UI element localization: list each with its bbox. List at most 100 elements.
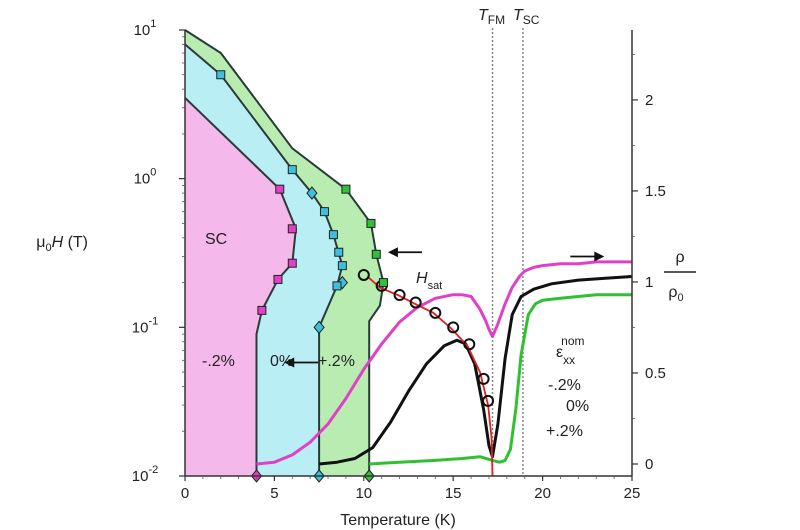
y-left-tick-exp-3: 1 bbox=[150, 18, 156, 30]
direction-arrows bbox=[284, 247, 605, 368]
y-right-label-den: ρ0 bbox=[668, 284, 683, 304]
marker-square-6 bbox=[216, 70, 226, 80]
y-right-label-den-sub: 0 bbox=[677, 292, 683, 304]
x-tick-label-3: 15 bbox=[445, 485, 462, 502]
region-label-sc: SC bbox=[205, 231, 227, 248]
arrow-head-1 bbox=[387, 247, 398, 258]
marker-square-1 bbox=[287, 224, 297, 234]
y-right-tick-label-1: 0.5 bbox=[645, 365, 666, 382]
y-left-axis-label: μ0H (T) bbox=[36, 234, 88, 254]
legend-title: εxx nom bbox=[556, 334, 584, 367]
resistivity-curve-1 bbox=[318, 275, 633, 466]
marker-square-9 bbox=[319, 207, 329, 217]
legend-item-0: 0% bbox=[566, 398, 589, 415]
resistivity-curves bbox=[256, 260, 633, 466]
y-left-label-var: H bbox=[52, 234, 64, 251]
marker-square-3 bbox=[273, 274, 283, 284]
marker-square-4 bbox=[257, 305, 267, 315]
marker-square-14 bbox=[332, 281, 342, 291]
hsat-line bbox=[366, 275, 494, 477]
y-right-tick-label-2: 1 bbox=[645, 274, 653, 291]
marker-square-17 bbox=[341, 184, 351, 194]
x-axis-label: Temperature (K) bbox=[340, 512, 456, 529]
hsat-point-7 bbox=[477, 372, 490, 385]
marker-square-0 bbox=[275, 184, 285, 194]
y-left-tick-base-3: 10 bbox=[134, 22, 151, 39]
hsat-point-5 bbox=[447, 321, 460, 334]
y-left-label-mu: μ bbox=[36, 234, 45, 251]
arrow-head-0 bbox=[284, 357, 295, 368]
y-left-tick-label-1: 10-1 bbox=[132, 315, 158, 336]
y-left-tick-label-0: 10-2 bbox=[132, 464, 158, 485]
region-sc-minus02 bbox=[185, 97, 296, 477]
x-tick-label-4: 20 bbox=[534, 485, 551, 502]
y-left-tick-base-1: 10 bbox=[132, 319, 149, 336]
hsat-label-sub: sat bbox=[428, 280, 443, 292]
marker-square-11 bbox=[334, 247, 344, 257]
x-tick-label-5: 25 bbox=[624, 485, 641, 502]
boundary-markers bbox=[216, 70, 388, 483]
region-label-0: 0% bbox=[270, 353, 293, 370]
tfm-label: TFM bbox=[478, 7, 505, 27]
marker-square-12 bbox=[337, 261, 347, 271]
marker-diamond-8 bbox=[306, 186, 318, 200]
tsc-label: TSC bbox=[513, 7, 540, 27]
y-left-tick-exp-1: -1 bbox=[148, 315, 158, 327]
resistivity-curve-2 bbox=[369, 293, 632, 466]
hsat-point-4 bbox=[429, 306, 442, 319]
hsat-point-8 bbox=[482, 394, 495, 407]
legend-item-minus02: -.2% bbox=[548, 377, 581, 394]
hsat-curve bbox=[357, 268, 495, 477]
y-right-label-num: ρ bbox=[675, 249, 684, 266]
y-left-label-sub: 0 bbox=[45, 242, 51, 254]
y-left-tick-exp-2: 0 bbox=[150, 167, 156, 179]
hsat-label-h: H bbox=[416, 270, 428, 287]
hsat-point-3 bbox=[409, 296, 422, 309]
hsat-point-6 bbox=[463, 338, 476, 351]
tfm-label-t: T bbox=[478, 7, 489, 24]
y-right-tick-label-3: 1.5 bbox=[645, 183, 666, 200]
tsc-label-sub: SC bbox=[523, 13, 540, 27]
y-left-tick-exp-0: -2 bbox=[148, 464, 158, 476]
legend-title-eps: ε bbox=[556, 344, 563, 361]
y-left-tick-base-0: 10 bbox=[132, 468, 149, 485]
marker-square-2 bbox=[287, 258, 297, 268]
labels: Temperature (K) μ0H (T) ρ ρ0 TFM TSC SC … bbox=[36, 7, 696, 529]
legend-title-sup: nom bbox=[561, 334, 584, 348]
marker-square-7 bbox=[287, 165, 297, 175]
legend-item-plus02: +.2% bbox=[546, 423, 583, 440]
phase-regions bbox=[185, 30, 384, 477]
y-right-label-den-rho: ρ bbox=[668, 284, 677, 301]
legend-title-sub: xx bbox=[563, 353, 575, 367]
marker-square-10 bbox=[328, 230, 338, 240]
y-left-tick-label-2: 100 bbox=[134, 167, 157, 188]
resistivity-curve-0 bbox=[256, 260, 632, 466]
y-right-axis-label: ρ ρ0 bbox=[664, 249, 696, 304]
phase-boundaries bbox=[184, 29, 385, 476]
y-left-tick-base-2: 10 bbox=[134, 171, 151, 188]
marker-square-18 bbox=[366, 218, 376, 228]
boundary-line-2 bbox=[184, 29, 385, 476]
marker-diamond-15 bbox=[313, 320, 325, 335]
x-tick-label-0: 0 bbox=[181, 485, 189, 502]
tfm-label-sub: FM bbox=[488, 13, 505, 27]
marker-square-20 bbox=[378, 278, 388, 288]
y-right-tick-label-4: 2 bbox=[645, 92, 653, 109]
tsc-label-t: T bbox=[513, 7, 524, 24]
region-label-minus02: -.2% bbox=[202, 353, 235, 370]
hsat-point-0 bbox=[357, 268, 370, 281]
y-left-label-unit: (T) bbox=[63, 234, 88, 251]
y-right-tick-label-0: 0 bbox=[645, 456, 653, 473]
x-tick-label-2: 10 bbox=[355, 485, 372, 502]
marker-square-19 bbox=[371, 249, 381, 259]
hsat-point-2 bbox=[393, 289, 406, 302]
region-label-plus02: +.2% bbox=[318, 353, 355, 370]
x-tick-label-1: 5 bbox=[270, 485, 278, 502]
arrow-head-2 bbox=[594, 251, 605, 262]
y-left-tick-label-3: 101 bbox=[134, 18, 157, 39]
hsat-label: Hsat bbox=[416, 270, 442, 292]
temperature-marker-lines bbox=[491, 28, 524, 476]
boundary-line-0 bbox=[184, 97, 297, 476]
